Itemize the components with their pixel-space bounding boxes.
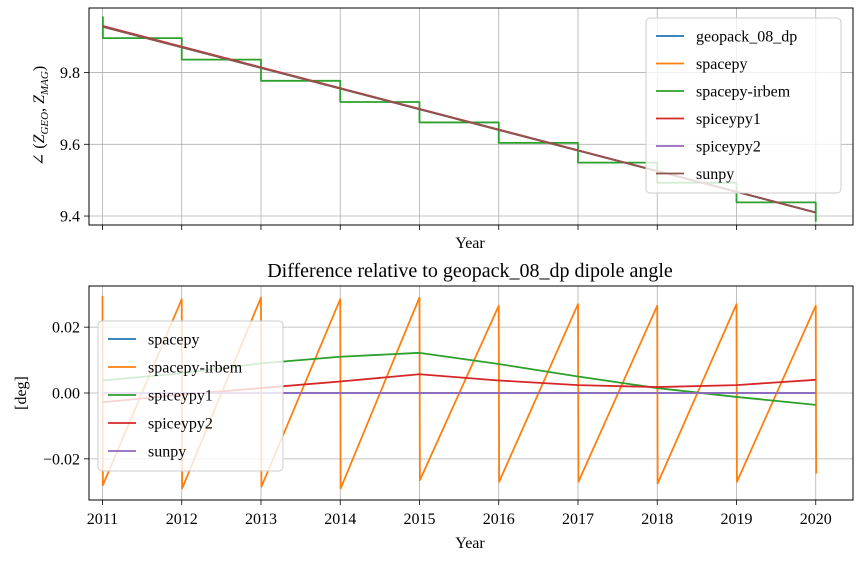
legend-label-spiceypy1: spiceypy1 <box>148 388 213 405</box>
legend-label-spacepy-irbem: spacepy-irbem <box>696 84 791 101</box>
top-ylabel: ∠ (ZGEO, ZMAG) <box>31 66 51 166</box>
legend-label-spiceypy2: spiceypy2 <box>148 416 213 433</box>
bot-xtick-label: 2013 <box>245 511 277 528</box>
legend-label-spacepy: spacepy <box>696 56 748 73</box>
bottom-xlabel: Year <box>455 535 485 552</box>
top-ytick-label: 9.6 <box>60 137 80 154</box>
bot-xtick-label: 2016 <box>483 511 515 528</box>
legend-label-spiceypy1: spiceypy1 <box>696 111 761 128</box>
top-ticks: 9.4 9.6 9.8 <box>60 65 817 230</box>
bot-ytick-label: −0.02 <box>43 451 80 468</box>
legend-label-geopack_08_dp: geopack_08_dp <box>696 29 797 46</box>
top-xlabel: Year <box>455 235 485 252</box>
bottom-ylabel: [deg] <box>13 376 30 410</box>
legend-label-spacepy: spacepy <box>148 332 200 349</box>
top-ytick-label: 9.8 <box>60 65 80 82</box>
top-ytick-label: 9.4 <box>60 209 80 226</box>
bot-xtick-label: 2017 <box>562 511 594 528</box>
bot-ytick-label: 0.02 <box>52 320 80 337</box>
bot-xtick-label: 2019 <box>720 511 752 528</box>
bot-xtick-label: 2018 <box>641 511 673 528</box>
bottom-ticks: 2011 2012 2013 2014 2015 2016 2017 2018 2019 2020… <box>43 320 832 528</box>
bot-xtick-label: 2015 <box>403 511 435 528</box>
legend-label-sunpy: sunpy <box>696 166 734 183</box>
top-legend-box <box>645 17 842 194</box>
legend-label-spiceypy2: spiceypy2 <box>696 139 761 156</box>
bot-xtick-label: 2011 <box>87 511 118 528</box>
bottom-axes: Difference relative to geopack_08_dp dip… <box>13 260 854 552</box>
bot-xtick-label: 2020 <box>800 511 832 528</box>
legend-label-spacepy-irbem: spacepy-irbem <box>148 360 243 377</box>
bottom-title: Difference relative to geopack_08_dp dip… <box>267 260 673 282</box>
bot-xtick-label: 2014 <box>324 511 356 528</box>
bot-ytick-label: 0.00 <box>52 386 80 403</box>
bottom-legend: spacepy spacepy-irbem spiceypy1 spiceypy2 su… <box>97 320 284 472</box>
legend-label-sunpy: sunpy <box>148 444 186 461</box>
top-axes: 9.4 9.6 9.8 Year ∠ (ZGEO, ZMAG) geopack_08… <box>31 7 854 252</box>
bot-xtick-label: 2012 <box>166 511 198 528</box>
bot-legend-box <box>97 320 284 472</box>
top-axes-frame <box>88 7 854 226</box>
